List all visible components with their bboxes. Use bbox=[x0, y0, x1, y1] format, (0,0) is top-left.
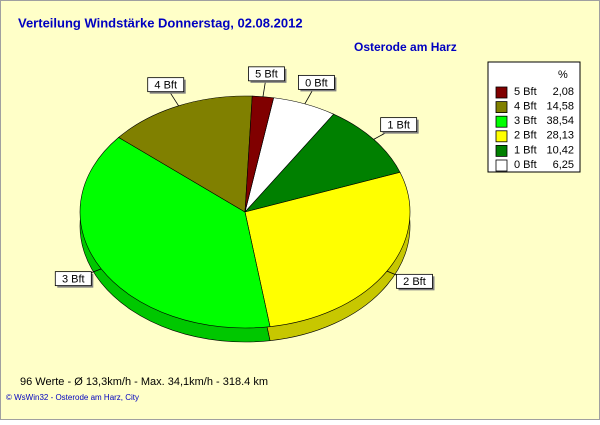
legend-swatch bbox=[495, 115, 508, 128]
legend-label: 4 Bft bbox=[514, 101, 537, 113]
slice-label: 4 Bft bbox=[154, 80, 177, 92]
copyright: © WsWin32 - Osterode am Harz, City bbox=[6, 393, 139, 402]
legend-swatch bbox=[495, 159, 508, 172]
legend-label: 0 Bft bbox=[514, 159, 537, 171]
legend-value: 6,25 bbox=[553, 159, 574, 171]
label-box bbox=[54, 271, 92, 287]
slice-label: 3 Bft bbox=[62, 274, 85, 286]
pie-slice bbox=[244, 113, 401, 213]
chart-title: Verteilung Windstärke Donnerstag, 02.08.… bbox=[18, 15, 303, 30]
legend-label: 2 Bft bbox=[514, 130, 537, 142]
legend-value: 2,08 bbox=[553, 86, 574, 98]
label-box bbox=[396, 273, 433, 289]
label-box bbox=[298, 74, 335, 90]
slice-label: 1 Bft bbox=[387, 120, 410, 132]
slice-label: 5 Bft bbox=[255, 69, 278, 81]
legend-label: 3 Bft bbox=[514, 115, 537, 127]
legend-label: 1 Bft bbox=[514, 144, 537, 156]
label-box bbox=[380, 117, 418, 133]
legend-swatch bbox=[495, 86, 508, 99]
legend-title: % bbox=[558, 69, 568, 81]
slice-label: 0 Bft bbox=[305, 77, 328, 89]
legend-swatch bbox=[495, 101, 508, 113]
pie-slice bbox=[118, 95, 253, 213]
legend-swatch bbox=[495, 144, 508, 157]
legend-value: 14,58 bbox=[546, 101, 574, 113]
label-box bbox=[147, 77, 185, 93]
legend-value: 28,13 bbox=[546, 130, 574, 142]
legend-value: 38,54 bbox=[546, 115, 574, 127]
slice-label: 2 Bft bbox=[403, 276, 426, 288]
chart-subtitle: Osterode am Harz bbox=[354, 40, 457, 54]
legend-value: 10,42 bbox=[546, 144, 574, 156]
legend-label: 5 Bft bbox=[514, 86, 537, 98]
footer: 96 Werte - Ø 13,3km/h - Max. 34,1km/h - … bbox=[20, 376, 268, 388]
legend-swatch bbox=[495, 130, 508, 143]
label-box bbox=[248, 66, 285, 82]
